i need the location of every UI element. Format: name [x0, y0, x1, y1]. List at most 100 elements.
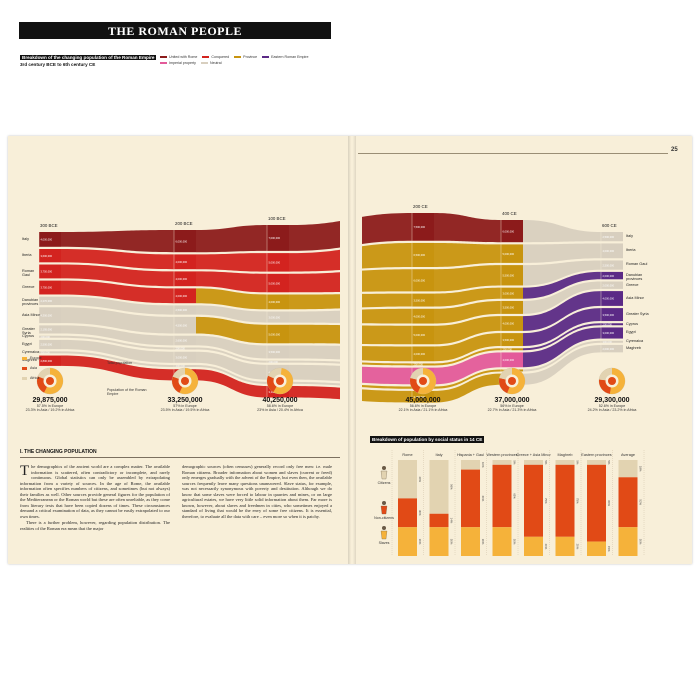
flow-node	[39, 335, 61, 338]
flow-band	[196, 365, 267, 384]
bar-value-label: 80%	[607, 500, 611, 506]
flow-node	[412, 242, 434, 267]
flow-value-label: 4,000,000	[41, 238, 53, 242]
bar-value-label: 30%	[481, 539, 485, 545]
flow-value-label: 6,500,000	[414, 253, 426, 257]
flow-band	[289, 345, 340, 360]
bar-segment	[461, 527, 480, 556]
flow-band	[362, 213, 412, 245]
flow-node	[601, 291, 623, 306]
flow-node	[501, 348, 523, 351]
flow-value-label: 3,750,000	[41, 286, 53, 290]
flow-value-label: 5,000,000	[503, 252, 515, 256]
flow-value-label: 4,500,000	[176, 323, 188, 327]
flow-band	[434, 369, 501, 389]
flow-band	[434, 352, 501, 385]
continent-item-1: Asia	[22, 366, 42, 370]
flow-band	[289, 310, 340, 323]
donut-core	[181, 377, 189, 385]
legend-label: Imperial property	[169, 61, 196, 65]
flow-node	[412, 269, 434, 292]
donut-4	[498, 367, 526, 395]
bar-value-label: 20%	[576, 544, 580, 550]
bar-segment	[429, 513, 449, 528]
region-label-left-7: Cyprus	[22, 334, 35, 339]
bar-value-label: 30%	[450, 539, 454, 545]
flow-node	[174, 271, 196, 287]
flow-band	[196, 305, 267, 323]
bar-segment	[618, 477, 638, 528]
flow-node	[174, 288, 196, 304]
flow-band	[289, 360, 340, 364]
flow-node	[412, 363, 434, 366]
flow-node	[501, 220, 523, 243]
flow-value-label: 2,270,000	[41, 299, 53, 303]
flow-band	[434, 316, 501, 345]
flow-band	[523, 243, 601, 263]
donut-3	[409, 367, 437, 395]
flow-legend: United with Rome Conquered Province Eastern…	[160, 55, 350, 67]
flow-node	[267, 345, 289, 359]
flow-node	[412, 346, 434, 362]
total-europe: 52.6% in Europe	[598, 404, 626, 408]
flow-node	[412, 308, 434, 324]
status-label-1: Non-citizens	[374, 516, 394, 520]
total-value: 29,875,000	[32, 397, 68, 404]
flow-value-label: 2,195,000	[41, 328, 53, 332]
flow-band	[523, 323, 601, 351]
text-col1-para1: he demographics of the ancient world are…	[20, 464, 170, 519]
flow-value-label: 2,500,000	[603, 235, 615, 239]
flow-value-label: 4,000,000	[269, 300, 281, 304]
legend-swatch	[200, 61, 208, 65]
bar-value-label: 40%	[418, 476, 422, 482]
flow-value-label: 3,500,000	[603, 313, 615, 317]
region-label-left-9: Cyrenaica	[22, 349, 40, 354]
epoch-label-5: 600 CE	[602, 223, 617, 228]
flow-node	[174, 230, 196, 253]
legend-label: Neutral	[209, 61, 222, 65]
continent-swatch	[22, 356, 27, 360]
flow-node	[39, 249, 61, 263]
flow-band	[61, 351, 174, 368]
flow-node	[174, 365, 196, 368]
donut-5	[598, 367, 626, 395]
flow-value-label: 5,000,000	[414, 333, 426, 337]
bar-segment	[398, 498, 417, 528]
flow-band	[362, 293, 412, 308]
total-value: 45,000,000	[405, 397, 441, 404]
total-europe: 56% in Europe	[500, 404, 524, 408]
flow-band	[196, 288, 267, 310]
total-europe: 57% in Europe	[173, 404, 197, 408]
flow-node	[267, 273, 289, 293]
flow-band	[362, 366, 412, 385]
flow-value-label: 250,000	[414, 363, 424, 367]
flow-band	[434, 287, 501, 307]
text-col1-para2: There is a further problem, however, reg…	[20, 520, 170, 531]
donut-core	[46, 377, 54, 385]
total-europe: 56.6% in Europe	[409, 404, 437, 408]
flow-band	[61, 249, 174, 270]
flow-value-label: 6,000,000	[414, 279, 426, 283]
flow-node	[601, 271, 623, 280]
region-label-left-4: Danubian provinces	[22, 298, 39, 307]
flow-value-label: 2,600,000	[176, 339, 188, 343]
flow-band	[61, 355, 174, 381]
bar-value-label: 5%	[576, 460, 580, 465]
flow-node	[601, 323, 623, 326]
flow-node	[501, 352, 523, 368]
bar-value-label: 30%	[418, 539, 422, 545]
total-block-3: 45,000,000 56.6% in Europe 22.1% in Asia /…	[393, 397, 453, 413]
flow-value-label: 5,500,000	[503, 273, 515, 277]
flow-band	[362, 384, 412, 389]
flow-band	[434, 348, 501, 366]
flow-value-label: 4,000,000	[414, 352, 426, 356]
flow-node	[412, 213, 434, 241]
flow-value-label: 3,000,000	[503, 291, 515, 295]
page-gutter	[348, 136, 356, 564]
flow-value-label: 200,000	[269, 360, 279, 364]
bar-segment	[618, 460, 638, 478]
bar-value-label: 15%	[607, 546, 611, 552]
legend-swatch	[234, 55, 242, 59]
